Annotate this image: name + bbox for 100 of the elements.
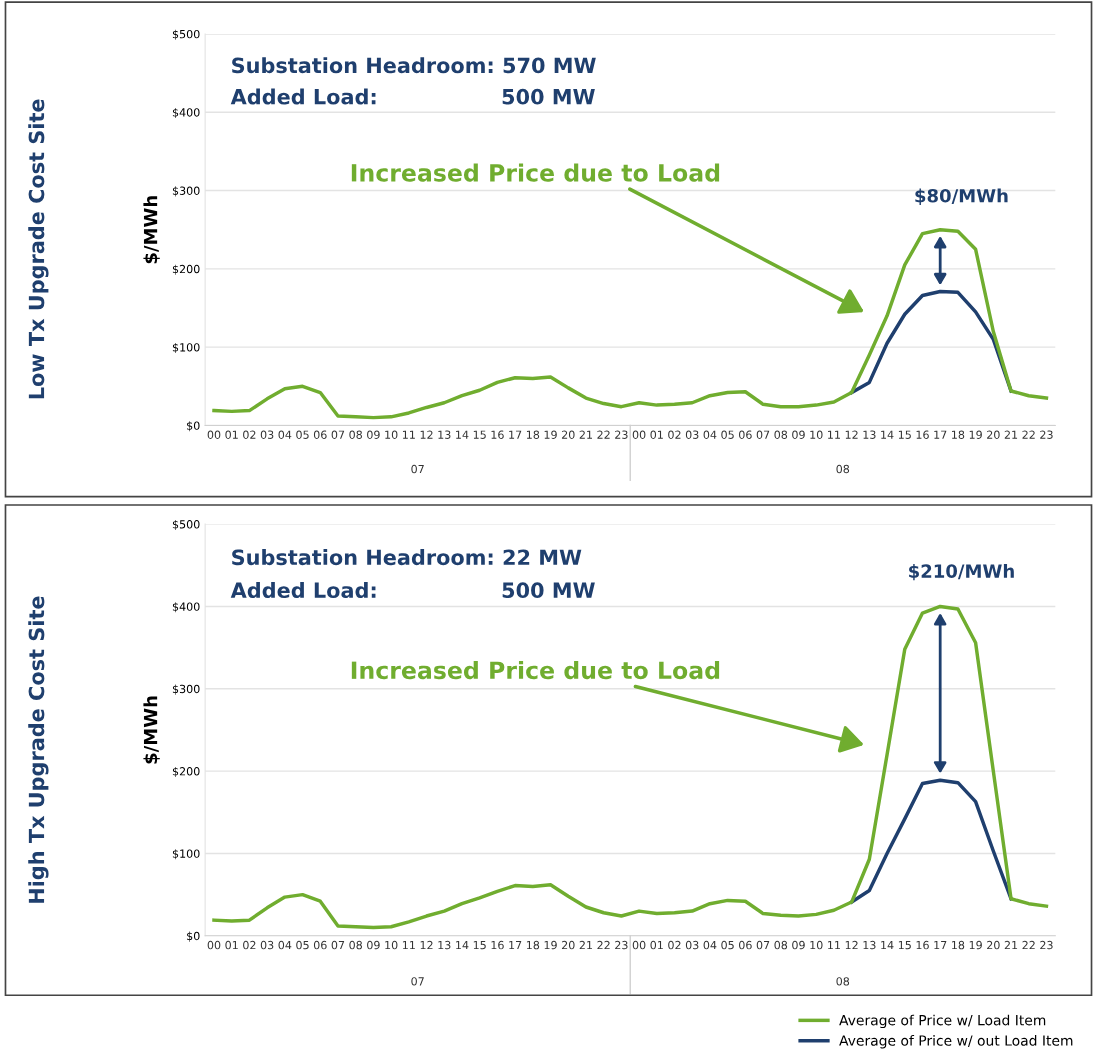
x-tick-label: 04 [278,940,292,950]
x-tick-label: 10 [385,940,398,950]
x-tick-label: 01 [225,430,238,439]
y-tick-label: $500 [172,519,200,530]
y-axis-title: $/MWh [143,196,160,264]
x-tick-label: 15 [898,430,911,439]
x-tick-label: 19 [544,430,557,439]
x-tick-label: 18 [526,940,540,950]
x-tick-label: 19 [544,940,557,950]
x-tick-label: 12 [420,940,433,950]
x-tick-label: 03 [685,940,699,950]
annotation: $210/MWh [909,563,1014,581]
x-tick-label: 00 [632,430,646,439]
text: High Tx Upgrade Cost Site [28,596,49,903]
x-tick-label: 08 [349,940,362,950]
x-tick-label: 16 [491,940,504,950]
text: 07 [411,464,424,474]
x-tick-label: 13 [863,430,876,439]
x-tick-label: 20 [561,940,575,950]
x-tick-label: 01 [650,430,663,439]
text: 08 [836,977,850,986]
x-tick-label: 17 [934,430,947,439]
x-tick-label: 14 [456,941,469,950]
x-tick-label: 20 [987,430,1000,439]
x-tick-label: 07 [331,940,345,950]
annotation: Increased Price due to Load [351,660,720,680]
annotation: Substation Headroom: 570 MW [232,57,596,74]
x-tick-label: 12 [845,430,858,439]
x-tick-label: 14 [881,941,894,950]
y-tick-label: $300 [172,684,200,695]
x-tick-label: 01 [650,940,663,950]
x-tick-label: 05 [296,430,309,439]
x-tick-label: 08 [349,430,362,439]
x-tick-label: 22 [1022,430,1035,439]
legend-label: Average of Price w/ out Load Item [839,1035,1073,1049]
x-tick-label: 00 [207,430,221,439]
x-tick-label: 10 [810,430,823,439]
x-tick-label: 06 [739,940,752,950]
x-tick-label: 02 [243,940,256,950]
x-tick-label: 02 [668,940,681,950]
x-tick-label: 02 [243,430,256,439]
x-tick-label: 09 [792,940,805,950]
x-tick-label: 15 [898,941,911,950]
x-tick-label: 14 [881,430,894,439]
annotation: Increased Price due to Load [351,163,720,182]
x-tick-label: 01 [225,940,238,950]
x-tick-label: 03 [260,430,274,439]
x-tick-label: 03 [260,940,274,950]
x-tick-label: 21 [1004,940,1018,950]
x-tick-label: 05 [721,430,734,439]
x-tick-label: 03 [685,430,699,439]
x-tick-label: 10 [810,940,823,950]
x-tick-label: 18 [952,940,965,950]
x-tick-label: 06 [313,430,327,439]
line-series [212,227,1049,420]
x-tick-label: 11 [402,941,415,950]
x-tick-label: 15 [473,941,486,950]
annotation: Added Load: 500 MW [230,88,595,105]
x-tick-label: 20 [987,940,1000,950]
x-tick-label: 20 [561,430,575,439]
x-tick-label: 02 [668,430,681,439]
x-tick-label: 23 [1040,430,1053,439]
x-tick-label: 08 [774,940,788,950]
x-tick-label: 23 [615,940,628,950]
text: Low Tx Upgrade Cost Site [28,99,49,399]
x-tick-label: 22 [1022,940,1035,950]
x-tick-label: 06 [313,940,327,950]
x-tick-label: 04 [703,940,717,950]
x-tick-label: 08 [774,430,788,439]
y-tick-label: $400 [172,108,200,119]
x-tick-label: 05 [721,940,734,950]
y-tick-label: $0 [187,931,200,942]
y-tick-label: $200 [172,264,200,275]
x-tick-label: 04 [703,430,717,439]
x-tick-label: 00 [207,940,221,950]
x-tick-label: 17 [934,941,947,950]
line-series [212,604,1049,930]
x-tick-label: 22 [597,430,610,439]
x-tick-label: 19 [969,940,982,950]
x-tick-label: 13 [863,940,876,950]
y-axis-title: $/MWh [143,696,160,764]
x-tick-label: 12 [420,430,433,439]
x-tick-label: 16 [916,940,929,950]
x-tick-label: 16 [491,430,504,439]
y-tick-label: $100 [172,849,200,860]
annotation: Substation Headroom: 22 MW [232,549,582,566]
text: 08 [836,464,850,474]
y-tick-label: $500 [172,29,200,40]
x-tick-label: 21 [1004,430,1018,439]
x-tick-label: 12 [845,940,858,950]
text: 07 [411,977,424,986]
y-tick-label: $200 [172,766,200,777]
line-series [849,778,1013,904]
x-tick-label: 16 [916,430,929,439]
x-tick-label: 21 [579,430,592,439]
x-tick-label: 11 [828,430,840,439]
x-tick-label: 17 [509,941,522,950]
x-tick-label: 07 [756,430,770,439]
y-tick-label: $0 [187,421,200,432]
x-tick-label: 09 [792,430,805,439]
